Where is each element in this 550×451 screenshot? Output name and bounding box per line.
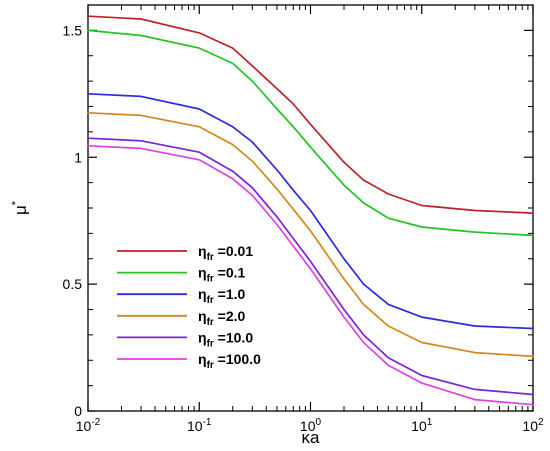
plot-frame [87, 4, 534, 412]
legend-entry-1: ηfr =0.1 [198, 265, 246, 285]
y-axis-label: μ* [10, 200, 30, 215]
x-tick-label: 10-1 [187, 417, 212, 434]
x-tick-label: 10-2 [76, 417, 101, 434]
x-tick-label: 100 [300, 417, 322, 434]
series-line-3 [87, 111, 534, 358]
y-tick-label: 1.5 [63, 22, 83, 38]
legend-entry-5: ηfr =100.0 [198, 351, 261, 371]
series-line-5 [87, 144, 534, 406]
legend-entry-0: ηfr =0.01 [198, 243, 253, 263]
x-axis-label: κa [302, 428, 321, 447]
legend-entry-2: ηfr =1.0 [198, 286, 246, 306]
legend-entry-4: ηfr =10.0 [198, 329, 253, 349]
y-tick-label: 1 [74, 149, 82, 165]
legend-entry-3: ηfr =2.0 [198, 308, 246, 328]
x-tick-label: 102 [522, 417, 544, 434]
series-line-2 [87, 92, 534, 330]
series-line-4 [87, 137, 534, 396]
series-line-0 [87, 15, 534, 214]
x-tick-label: 101 [411, 417, 433, 434]
series-line-1 [87, 29, 534, 237]
y-tick-label: 0.5 [63, 276, 83, 292]
y-tick-label: 0 [74, 403, 82, 419]
